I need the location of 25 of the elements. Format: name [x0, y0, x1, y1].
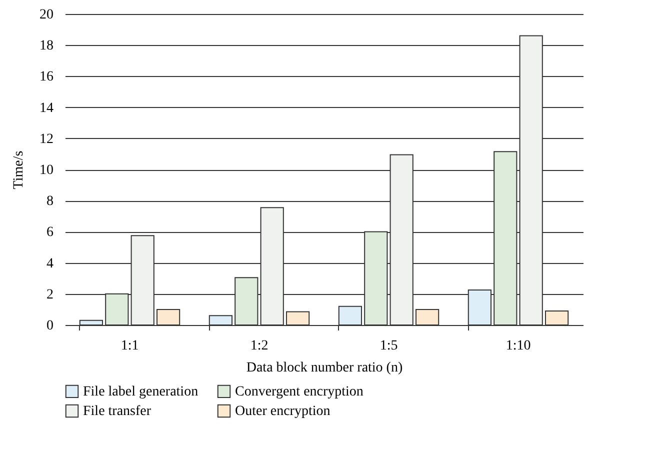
y-tick-label: 4: [46, 256, 54, 272]
legend-label: Outer encryption: [235, 404, 330, 419]
y-tick-label: 8: [46, 194, 54, 210]
y-tick-label: 16: [40, 70, 54, 85]
y-tick-label: 6: [46, 225, 54, 240]
x-axis-title: Data block number ratio (n): [246, 360, 403, 376]
legend-label: File label generation: [83, 384, 198, 400]
y-tick-label: 0: [46, 318, 54, 334]
x-tick-label: 1:5: [380, 338, 398, 354]
legend-label: File transfer: [83, 404, 152, 419]
legend-label: Convergent encryption: [235, 384, 364, 400]
y-tick-label: 12: [40, 132, 54, 147]
y-tick-label: 18: [40, 38, 54, 54]
y-tick-label: 10: [40, 163, 54, 178]
y-axis-title: Time/s: [12, 150, 26, 190]
bar: [415, 308, 440, 326]
x-tick-label: 1:2: [250, 338, 268, 354]
bar: [286, 311, 310, 326]
x-tick-label: 1:10: [506, 338, 531, 354]
y-tick-label: 2: [46, 287, 54, 302]
y-tick-label: 14: [40, 100, 54, 116]
bar: [544, 310, 569, 326]
x-tick-label: 1:1: [120, 338, 139, 354]
y-tick-label: 20: [40, 8, 54, 22]
bar: [156, 308, 180, 326]
